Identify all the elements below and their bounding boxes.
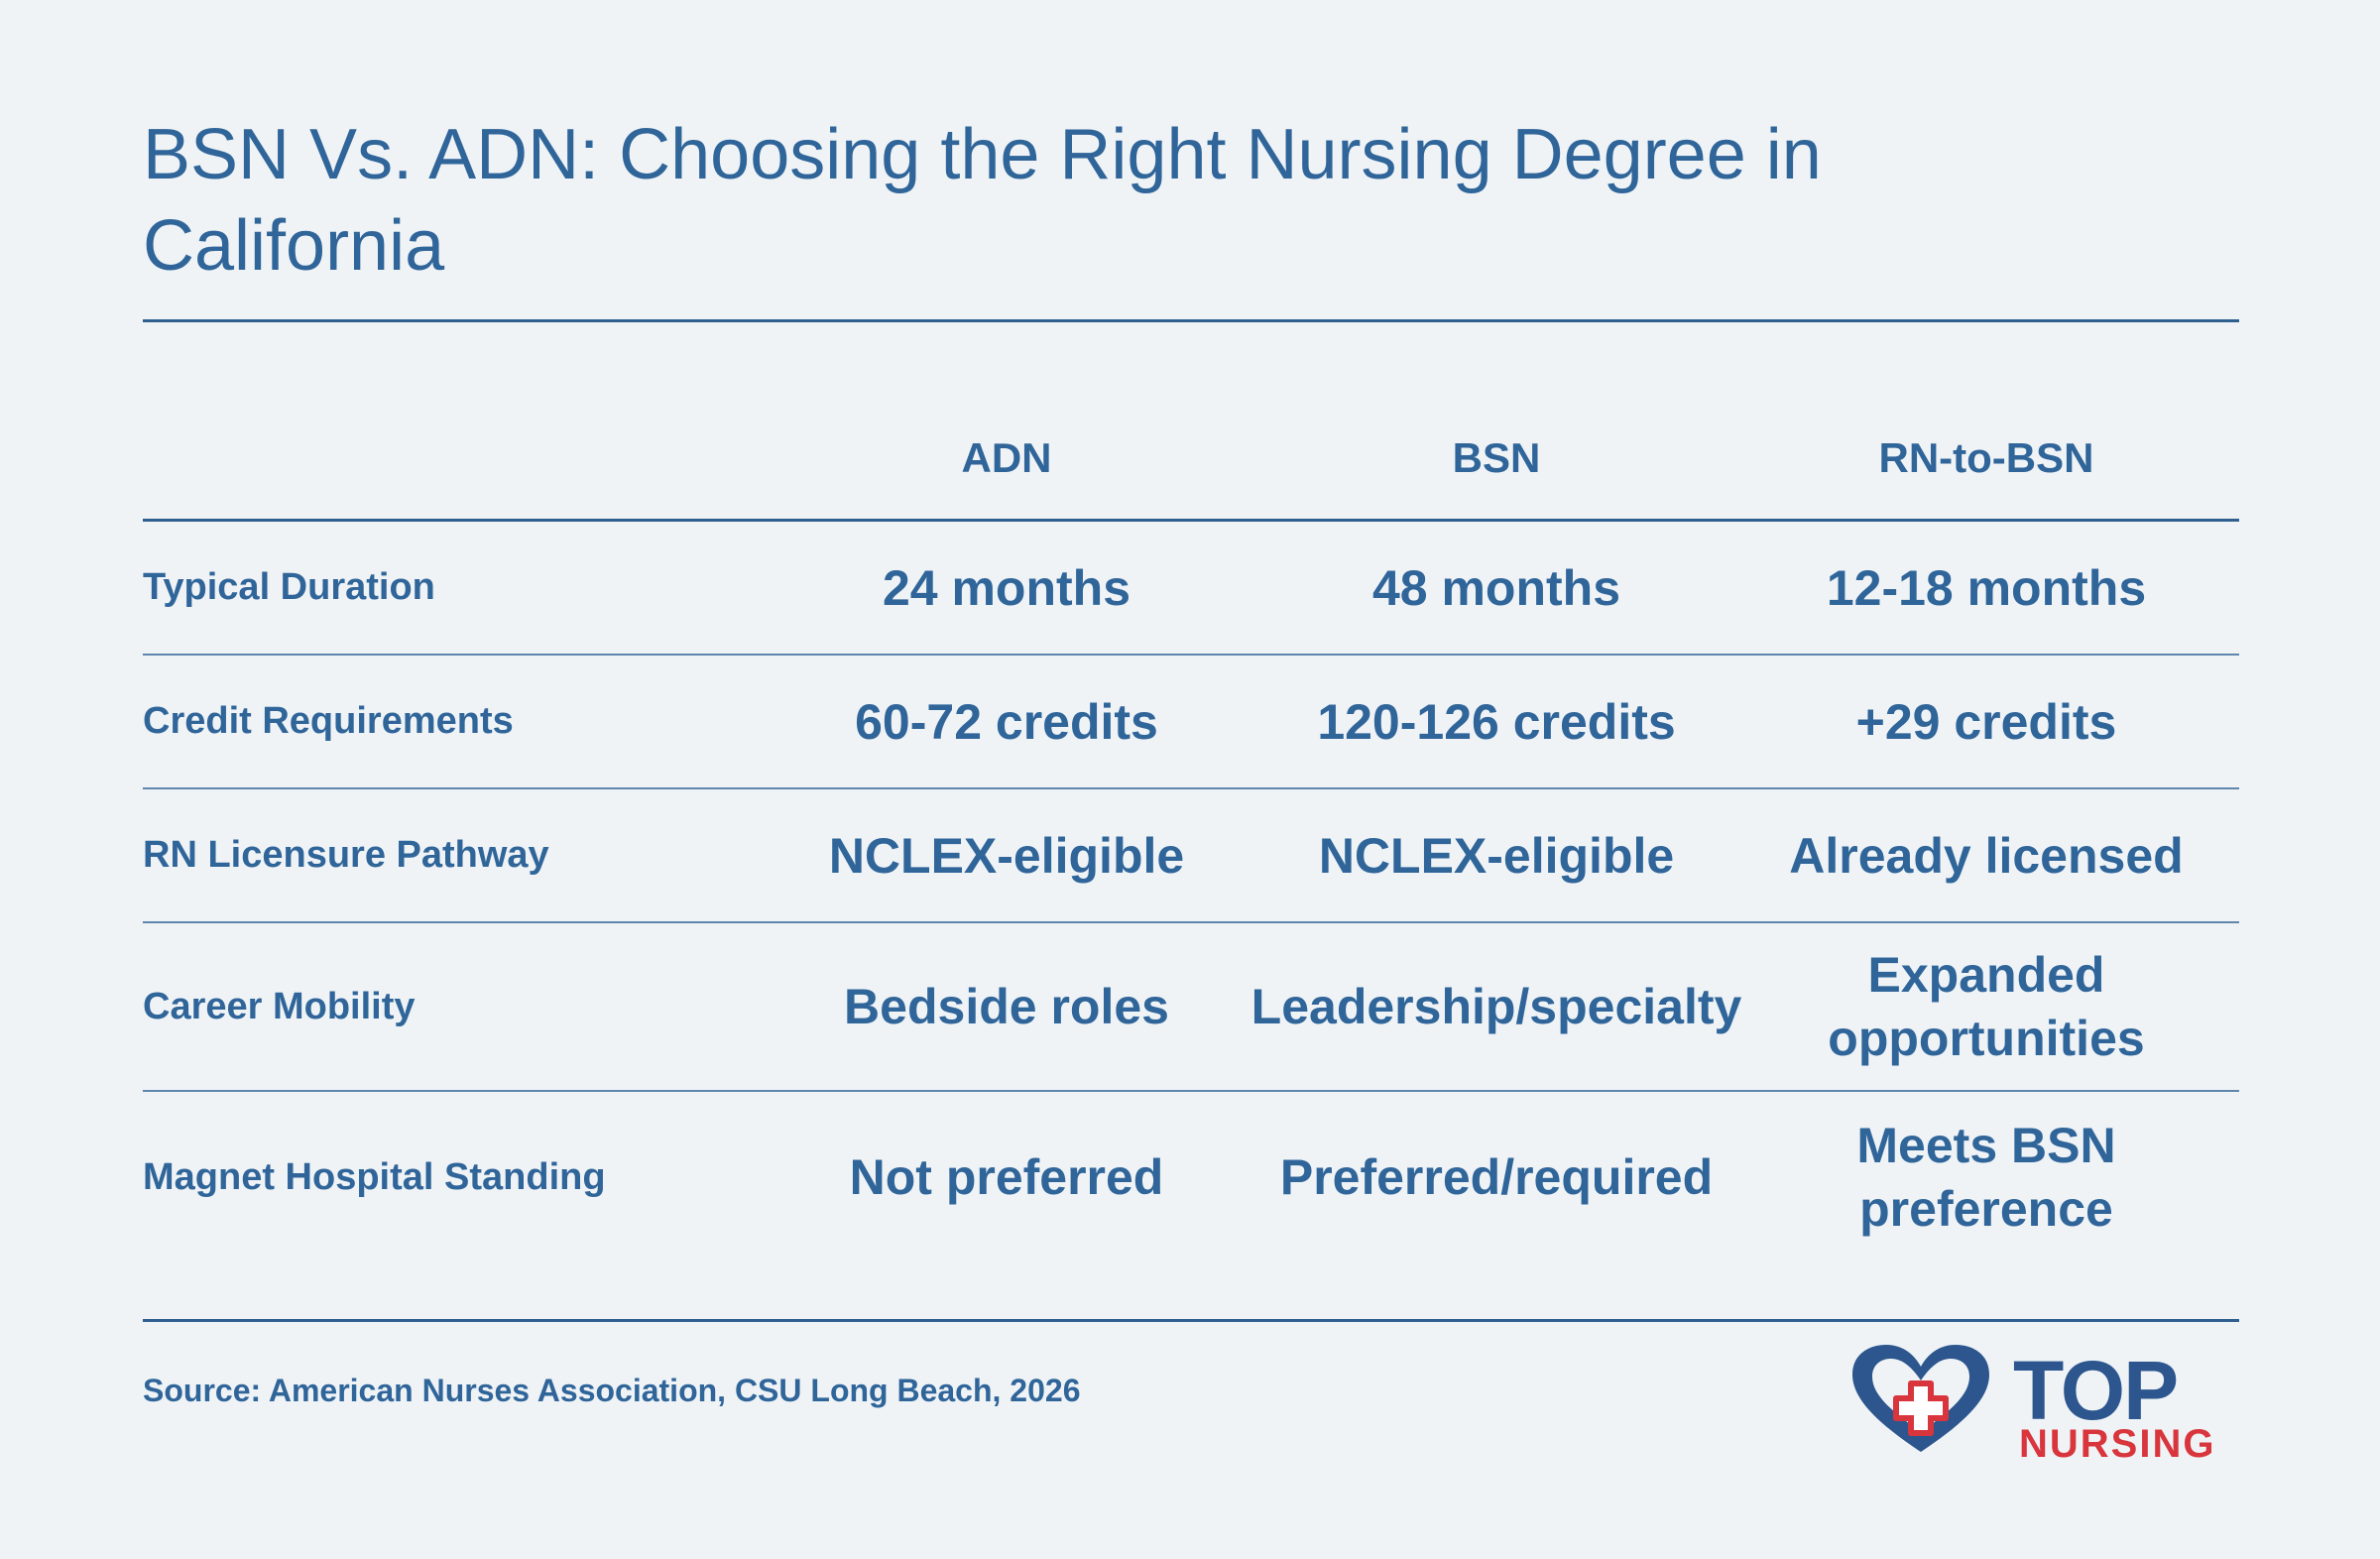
- row-label: Magnet Hospital Standing: [143, 1155, 606, 1198]
- heart-cross-icon: [1852, 1345, 1989, 1452]
- logo-text-nursing: NURSING: [2019, 1422, 2216, 1466]
- row-label: Credit Requirements: [143, 700, 514, 742]
- logo-text-top: TOP: [2013, 1344, 2179, 1437]
- source-note: Source: American Nurses Association, CSU…: [143, 1373, 1081, 1408]
- top-nursing-logo: TOP NURSING: [1846, 1341, 2239, 1470]
- table-row-career-mobility: Career Mobility Bedside roles Leadership…: [143, 923, 2239, 1092]
- table-row-credit-requirements: Credit Requirements 60-72 credits 120-12…: [143, 656, 2239, 789]
- table-cell: NCLEX-eligible: [828, 827, 1185, 884]
- table-row-typical-duration: Typical Duration 24 months 48 months 12-…: [143, 522, 2239, 656]
- table-cell: Already licensed: [1789, 827, 2184, 884]
- table-cell: Meets BSN preference: [1856, 1118, 2116, 1237]
- table-row-rn-licensure-pathway: RN Licensure Pathway NCLEX-eligible NCLE…: [143, 789, 2239, 923]
- table-cell: Bedside roles: [844, 979, 1169, 1034]
- table-cell: +29 credits: [1855, 693, 2117, 750]
- table-cell: 48 months: [1371, 559, 1621, 616]
- footer-divider: [143, 1319, 2239, 1322]
- column-header-adn: ADN: [961, 434, 1052, 481]
- table-cell: 24 months: [882, 559, 1131, 616]
- table-row-magnet-hospital-standing: Magnet Hospital Standing Not preferred P…: [143, 1092, 2239, 1262]
- table-cell: NCLEX-eligible: [1318, 827, 1675, 884]
- row-label: Typical Duration: [143, 566, 435, 608]
- row-label: RN Licensure Pathway: [143, 834, 549, 876]
- row-label: Career Mobility: [143, 985, 416, 1027]
- page-title: BSN Vs. ADN: Choosing the Right Nursing …: [143, 115, 1822, 286]
- title-divider: [143, 319, 2239, 322]
- table-cell: Not preferred: [849, 1149, 1164, 1205]
- header-divider: [143, 519, 2239, 522]
- comparison-page: BSN Vs. ADN: Choosing the Right Nursing …: [143, 0, 2239, 1559]
- table-cell: Leadership/specialty: [1250, 979, 1742, 1034]
- column-header-rn-to-bsn: RN-to-BSN: [1878, 434, 2094, 481]
- table-cell: 120-126 credits: [1317, 693, 1676, 750]
- table-cell: 12-18 months: [1826, 559, 2147, 616]
- table-cell: 60-72 credits: [855, 693, 1158, 750]
- table-cell: Expanded opportunities: [1828, 947, 2145, 1066]
- table-cell: Preferred/required: [1279, 1149, 1714, 1205]
- column-header-bsn: BSN: [1452, 434, 1541, 481]
